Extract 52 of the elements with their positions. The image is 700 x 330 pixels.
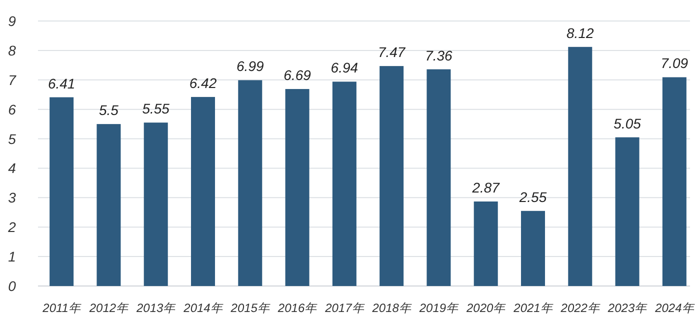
data-label: 7.09 xyxy=(660,55,688,72)
y-tick-label: 9 xyxy=(8,13,16,29)
data-label: 7.36 xyxy=(425,47,453,64)
x-tick-label: 2021年 xyxy=(512,301,554,315)
x-tick-label: 2023年 xyxy=(606,301,648,315)
x-tick-label: 2011年 xyxy=(42,301,82,315)
data-label: 6.94 xyxy=(330,60,358,76)
data-label: 7.47 xyxy=(378,44,406,60)
bar xyxy=(191,96,215,286)
x-tick-label: 2024年 xyxy=(654,301,695,315)
x-tick-label: 2020年 xyxy=(466,301,506,315)
bar xyxy=(615,137,640,286)
data-label: 5.55 xyxy=(142,100,170,117)
x-tick-label: 2013年 xyxy=(136,301,176,315)
x-tick-label: 2022年 xyxy=(560,301,600,315)
y-tick-label: 6 xyxy=(8,101,16,118)
y-tick-label: 4 xyxy=(8,160,16,176)
bar xyxy=(521,210,545,286)
data-label: 8.12 xyxy=(566,24,594,41)
x-tick-label: 2012年 xyxy=(88,301,130,315)
y-tick-label: 3 xyxy=(8,190,16,206)
y-tick-label: 2 xyxy=(7,219,16,236)
bar xyxy=(96,124,121,286)
data-label: 5.5 xyxy=(98,102,119,118)
data-label: 6.42 xyxy=(189,74,217,91)
data-label: 2.87 xyxy=(471,179,501,196)
bar xyxy=(568,46,592,286)
bar xyxy=(50,97,74,286)
data-label: 2.55 xyxy=(518,188,547,205)
bar xyxy=(380,66,404,286)
y-tick-label: 1 xyxy=(8,248,16,265)
data-label: 6.41 xyxy=(48,75,76,92)
x-tick-label: 2019年 xyxy=(418,301,460,315)
bar xyxy=(332,82,356,286)
bar xyxy=(662,77,686,286)
bar xyxy=(238,80,262,286)
y-tick-label: 5 xyxy=(8,130,16,147)
y-tick-label: 8 xyxy=(8,42,16,58)
x-tick-label: 2016年 xyxy=(276,301,318,315)
x-tick-label: 2017年 xyxy=(324,301,365,315)
x-tick-label: 2018年 xyxy=(371,301,412,315)
data-label: 6.69 xyxy=(284,67,312,84)
data-label: 6.99 xyxy=(236,58,264,74)
x-tick-label: 2015年 xyxy=(230,301,270,315)
bar xyxy=(144,122,168,286)
bar xyxy=(474,201,498,286)
y-tick-label: 0 xyxy=(8,278,16,294)
bar xyxy=(426,69,451,286)
x-tick-label: 2014年 xyxy=(182,301,224,315)
data-label: 5.05 xyxy=(614,115,642,132)
y-tick-label: 7 xyxy=(8,72,18,88)
bar xyxy=(285,89,310,286)
